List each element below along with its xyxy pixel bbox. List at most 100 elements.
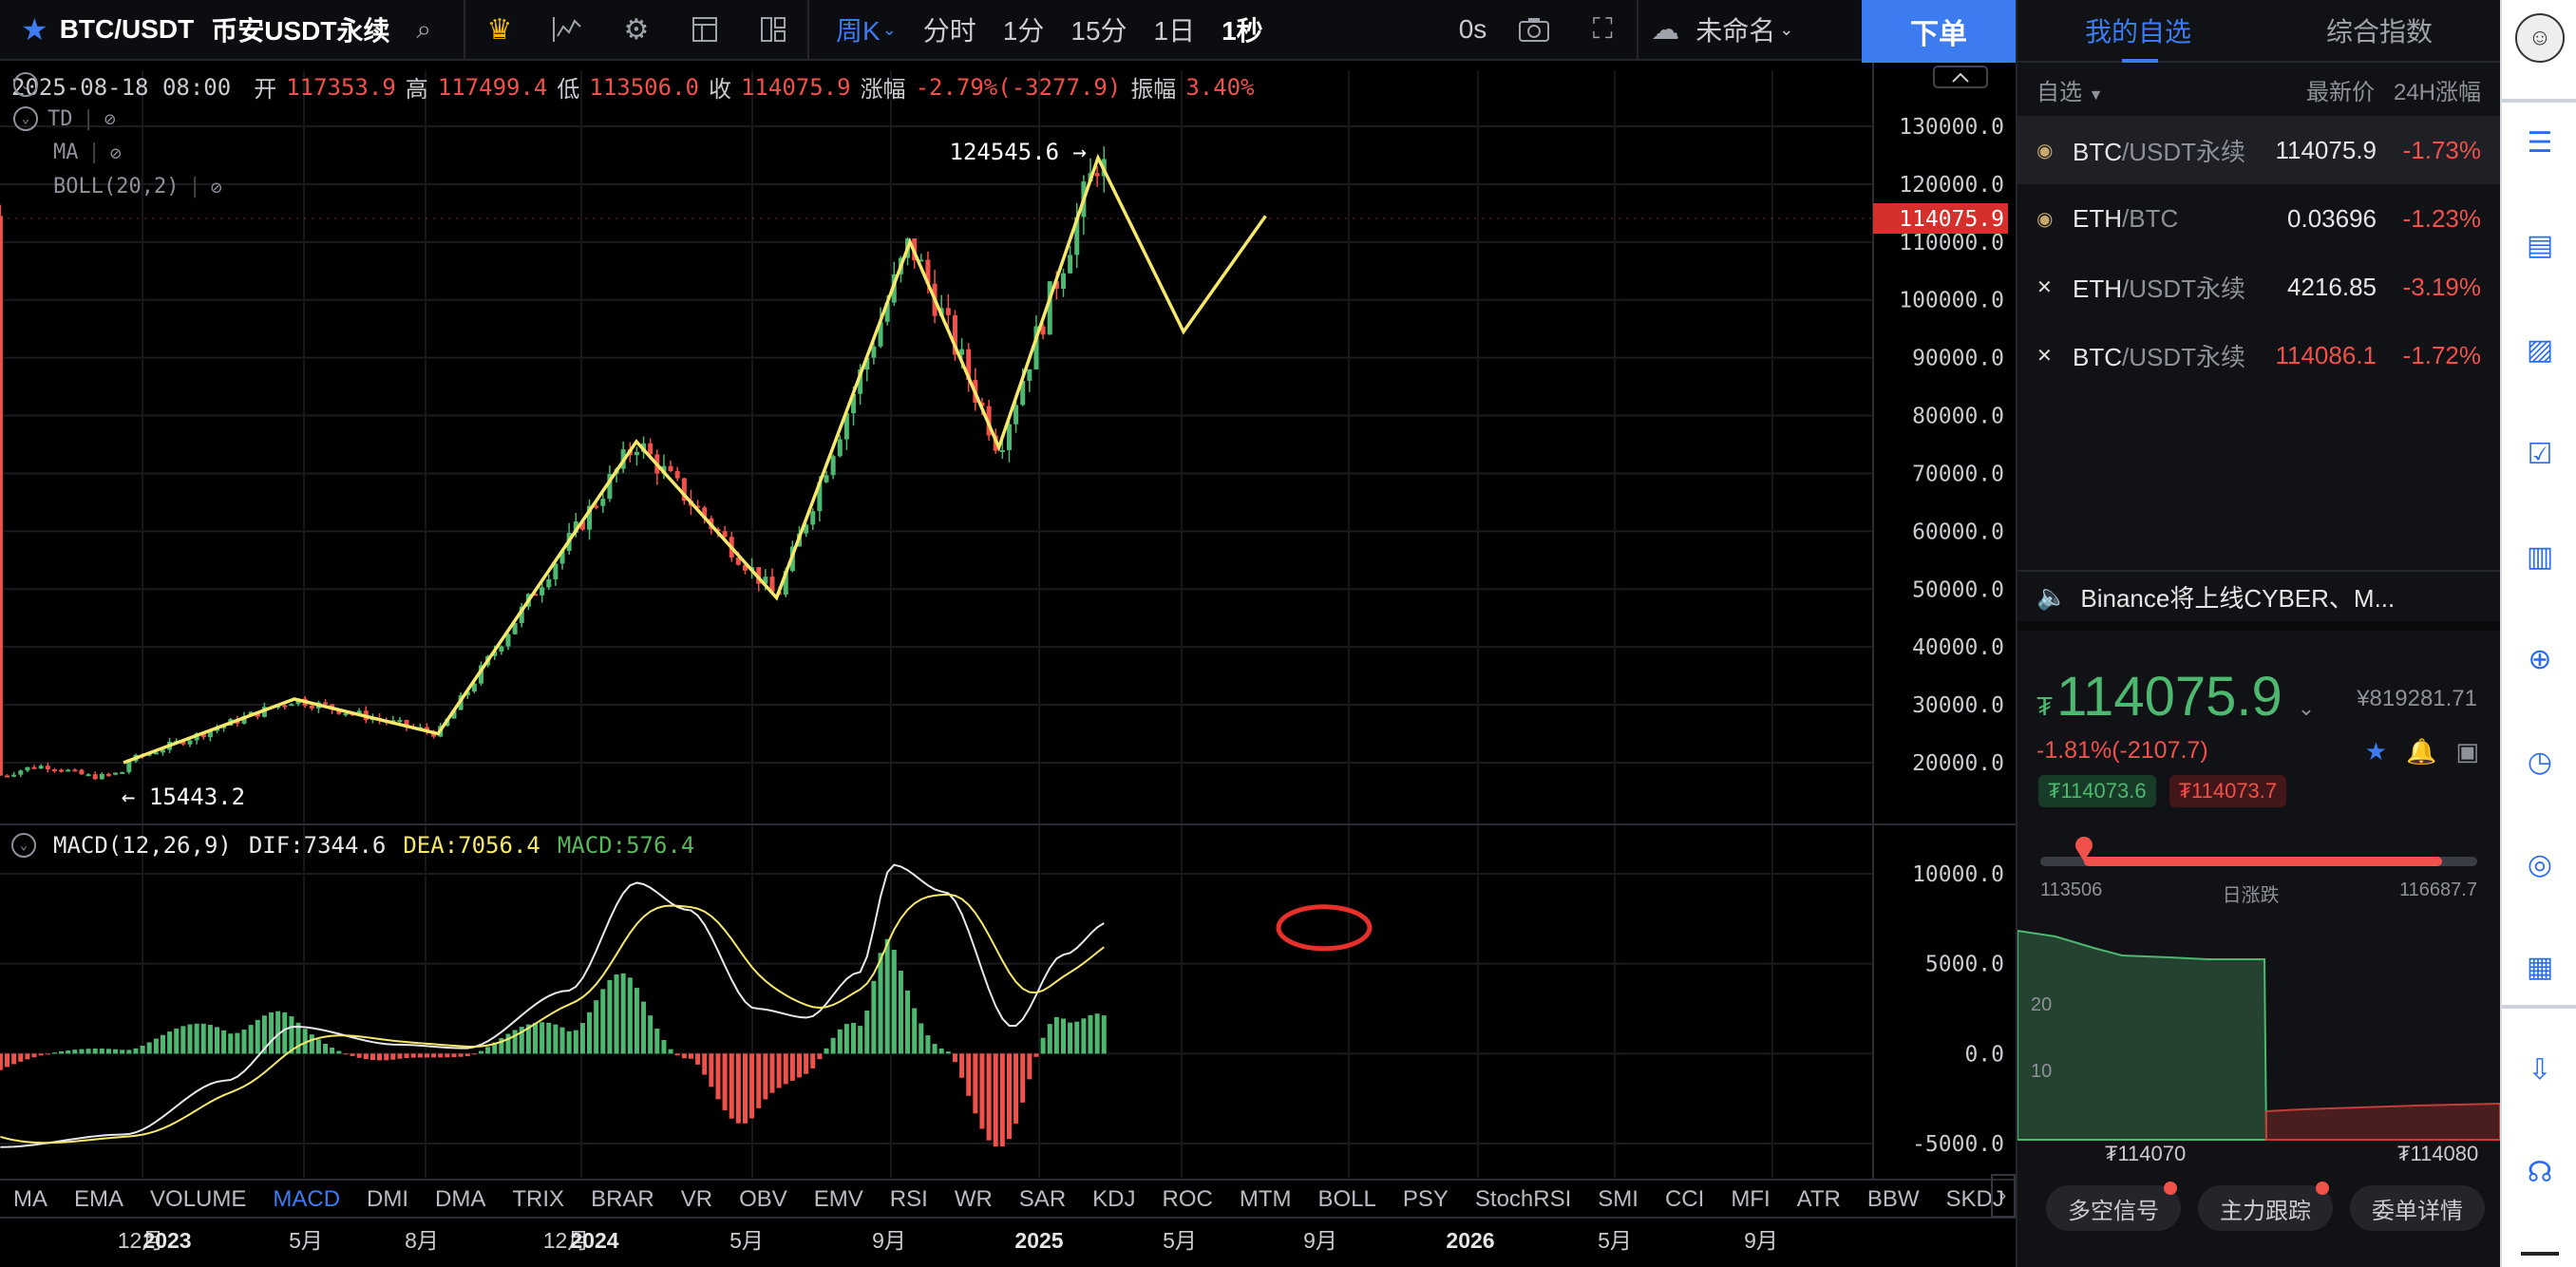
template-icon[interactable] xyxy=(671,0,739,60)
period-1m[interactable]: 1分 xyxy=(1002,16,1045,46)
low-price-marker: ← 15443.2 xyxy=(122,784,245,810)
period-timeshare[interactable]: 分时 xyxy=(922,16,976,46)
macd-histogram-bar xyxy=(600,989,606,1054)
clock-icon[interactable]: ◷ xyxy=(2527,746,2553,778)
hide-eye-icon[interactable]: ⊘ xyxy=(210,175,222,199)
add-page-icon[interactable]: ⊕ xyxy=(2528,643,2552,675)
indicator-tab-psy[interactable]: PSY xyxy=(1402,1186,1449,1212)
indicator-tab-ma[interactable]: MA xyxy=(13,1186,47,1212)
indicator-tab-kdj[interactable]: KDJ xyxy=(1092,1186,1136,1212)
indicator-tab-emv[interactable]: EMV xyxy=(813,1186,863,1212)
symbol-selector[interactable]: ★ BTC/USDT 币安USDT永续 ⌕ xyxy=(0,0,465,60)
info-box-icon[interactable]: ▣ xyxy=(2455,737,2479,766)
candle-body xyxy=(959,349,965,355)
period-1s[interactable]: 1秒 xyxy=(1222,16,1263,46)
favorite-star-icon[interactable]: ★ xyxy=(21,12,48,47)
indicator-ma[interactable]: MA | ⊘ xyxy=(53,141,122,164)
time-axis-label: 9月 xyxy=(872,1228,906,1253)
indicator-tab-dma[interactable]: DMA xyxy=(435,1186,486,1212)
order-details-button[interactable]: 委单详情 xyxy=(2350,1185,2485,1231)
document-icon[interactable]: ▦ xyxy=(2526,951,2554,983)
chevron-right-icon[interactable]: › xyxy=(1991,1174,2016,1218)
crown-icon[interactable]: ♛ xyxy=(486,13,513,46)
indicator-tab-atr[interactable]: ATR xyxy=(1796,1186,1841,1212)
group-selector[interactable]: 自选 ▼ xyxy=(2036,73,2306,106)
indicator-tab-boll[interactable]: BOLL xyxy=(1317,1186,1376,1212)
globe-icon[interactable]: ◎ xyxy=(2527,848,2553,880)
indicator-tab-rsi[interactable]: RSI xyxy=(889,1186,928,1212)
tab-watchlist[interactable]: 我的自选 xyxy=(2017,0,2259,63)
collapse-icon[interactable]: ⌄ xyxy=(11,833,36,858)
period-week[interactable]: 周K xyxy=(836,16,881,46)
cloud-icon[interactable]: ☁ xyxy=(1651,13,1680,46)
indicator-td[interactable]: ⌄ TD | ⊘ xyxy=(13,106,116,131)
avatar[interactable]: ☺ xyxy=(2515,13,2565,63)
news-ticker[interactable]: 🔈 Binance将上线CYBER、M... xyxy=(2017,570,2500,631)
indicator-boll[interactable]: BOLL(20,2) | ⊘ xyxy=(53,175,222,199)
layout-name[interactable]: 未命名 xyxy=(1695,16,1776,46)
hide-eye-icon[interactable]: ⊘ xyxy=(104,107,116,130)
indicator-icon[interactable] xyxy=(534,0,602,60)
bar-chart-icon[interactable]: ▥ xyxy=(2526,540,2554,573)
checklist-icon[interactable]: ☑ xyxy=(2527,438,2553,470)
indicator-tab-smi[interactable]: SMI xyxy=(1598,1186,1638,1212)
collapse-legend-icon[interactable]: ⌄ xyxy=(13,72,38,97)
indicator-tab-wr[interactable]: WR xyxy=(954,1186,993,1212)
candle-body xyxy=(824,475,829,482)
watchlist-row[interactable]: ◉ ETH/BTC 0.03696 -1.23% xyxy=(2017,184,2500,253)
macd-histogram-bar xyxy=(350,1053,355,1056)
indicator-tab-macd[interactable]: MACD xyxy=(273,1186,341,1212)
divider: | xyxy=(87,141,101,164)
settings-gear-icon[interactable]: ⚙ xyxy=(623,13,650,46)
layout-icon[interactable] xyxy=(739,0,807,60)
indicator-tab-vr[interactable]: VR xyxy=(680,1186,713,1212)
tab-indices[interactable]: 综合指数 xyxy=(2325,17,2433,47)
indicator-tab-obv[interactable]: OBV xyxy=(739,1186,787,1212)
indicator-tab-dmi[interactable]: DMI xyxy=(367,1186,409,1212)
watchlist-row[interactable]: ✕ BTC/USDT永续 114086.1 -1.72% xyxy=(2017,321,2500,389)
indicator-tab-sar[interactable]: SAR xyxy=(1018,1186,1067,1212)
indicator-tab-mfi[interactable]: MFI xyxy=(1731,1186,1771,1212)
trend-chart-icon[interactable]: ▨ xyxy=(2526,333,2554,366)
place-order-button[interactable]: 下单 xyxy=(1862,0,2016,63)
fullscreen-icon[interactable]: ⛶ xyxy=(1592,13,1613,45)
bid-price[interactable]: ₮114073.6 xyxy=(2038,775,2156,807)
camera-icon[interactable] xyxy=(1500,0,1568,60)
search-icon[interactable]: ⌕ xyxy=(416,13,432,44)
indicator-tab-roc[interactable]: ROC xyxy=(1162,1186,1213,1212)
buy-icon[interactable]: ▤ xyxy=(2526,229,2554,261)
indicator-tab-skdj[interactable]: SKDJ xyxy=(1945,1186,2004,1212)
hide-eye-icon[interactable]: ⊘ xyxy=(109,141,122,164)
collapse-icon[interactable]: ⌄ xyxy=(13,106,38,131)
range-high: 116687.7 xyxy=(2399,879,2477,900)
indicator-tab-cci[interactable]: CCI xyxy=(1664,1186,1705,1212)
download-icon[interactable]: ⇩ xyxy=(2528,1053,2552,1086)
indicator-tab-volume[interactable]: VOLUME xyxy=(150,1186,247,1212)
macd-histogram-bar xyxy=(330,1048,335,1054)
indicator-tab-mtm[interactable]: MTM xyxy=(1239,1186,1292,1212)
watchlist-row[interactable]: ✕ ETH/USDT永续 4216.85 -3.19% xyxy=(2017,253,2500,321)
chevron-down-icon[interactable]: ⌄ xyxy=(881,19,897,39)
watchlist-icon[interactable]: ☰ xyxy=(2527,126,2553,159)
long-short-signal-button[interactable]: 多空信号 xyxy=(2046,1182,2181,1231)
indicator-tab-brar[interactable]: BRAR xyxy=(591,1186,654,1212)
ask-price[interactable]: ₮114073.7 xyxy=(2169,775,2287,807)
indicator-tab-ema[interactable]: EMA xyxy=(74,1186,124,1212)
headset-icon[interactable]: ☊ xyxy=(2527,1156,2553,1188)
amplitude-value: 3.40% xyxy=(1185,73,1255,101)
macd-histogram-bar xyxy=(18,1053,24,1062)
macd-histogram-bar xyxy=(925,1035,931,1054)
favorite-star-icon[interactable]: ★ xyxy=(2364,737,2388,766)
period-1d[interactable]: 1日 xyxy=(1153,16,1196,46)
whale-tracking-button[interactable]: 主力跟踪 xyxy=(2198,1182,2333,1231)
watchlist-row[interactable]: ◉ BTC/USDT永续 114075.9 -1.73% xyxy=(2017,116,2500,184)
indicator-tab-trix[interactable]: TRIX xyxy=(512,1186,565,1212)
bell-icon[interactable]: 🔔 xyxy=(2406,737,2437,766)
chevron-down-icon[interactable]: ⌄ xyxy=(1779,19,1794,39)
chart-canvas[interactable]: 124545.6 → ← 15443.2 130000.0 120000.0 1100… xyxy=(0,63,2016,1267)
period-15m[interactable]: 15分 xyxy=(1070,16,1127,46)
chevron-down-icon[interactable]: ⌄ xyxy=(2297,696,2316,720)
indicator-tab-bbw[interactable]: BBW xyxy=(1866,1186,1920,1212)
open-label: 开 xyxy=(254,76,277,103)
indicator-tab-stochrsi[interactable]: StochRSI xyxy=(1474,1186,1572,1212)
